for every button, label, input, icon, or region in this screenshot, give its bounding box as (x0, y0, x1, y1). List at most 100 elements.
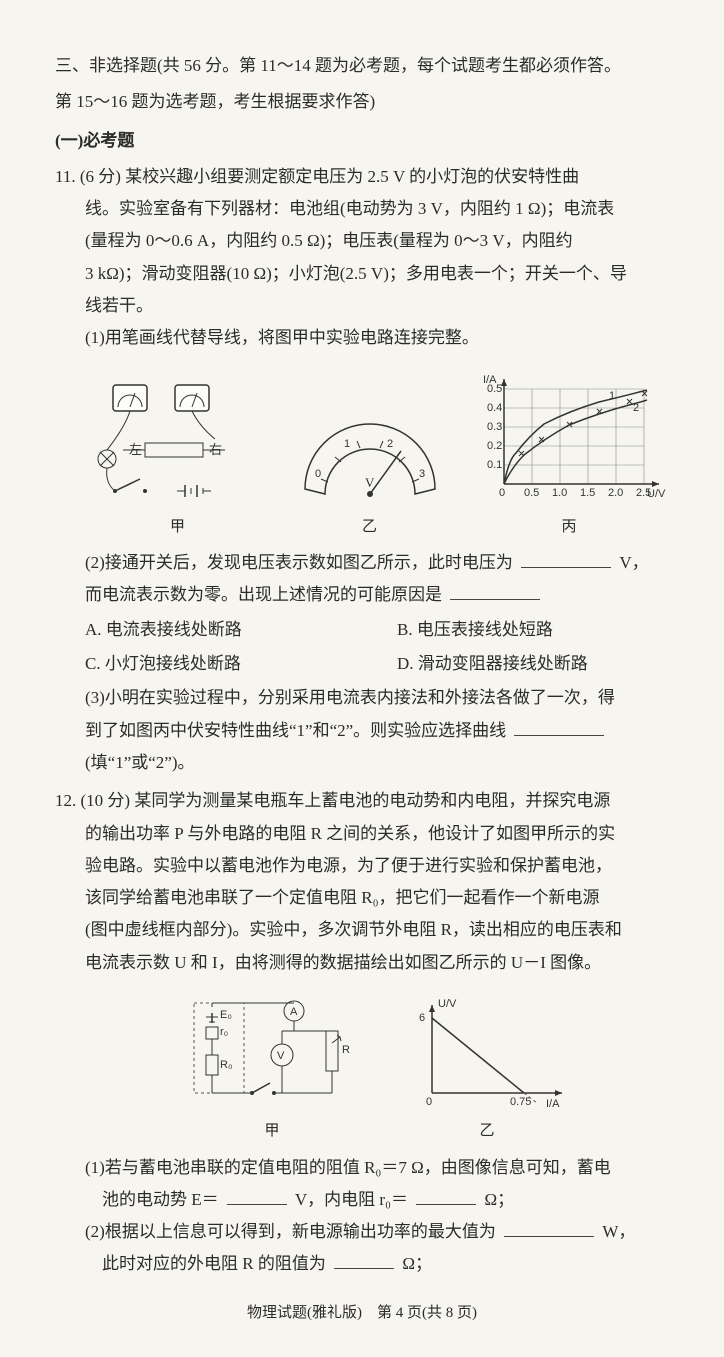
fig-label-yi: 乙 (362, 513, 377, 542)
q11-stem-5: 线若干。 (85, 290, 669, 322)
figure-11-bing: I/A U/V 0 0.5 1.0 1.5 2.0 2.5 0.1 0.2 0.… (469, 369, 669, 542)
svg-text:0.1: 0.1 (487, 459, 502, 471)
q12-p1-d: Ω； (484, 1190, 514, 1209)
q11-part3-line1: (3)小明在实验过程中，分别采用电流表内接法和外接法各做了一次，得 (85, 682, 669, 714)
q12-part1-line1: (1)若与蓄电池串联的定值电阻的阻值 R₀＝7 Ω，由图像信息可知，蓄电 (85, 1152, 669, 1184)
q11-part3-line2: 到了如图丙中伏安特性曲线“1”和“2”。则实验应选择曲线 (85, 715, 669, 747)
q11-part2: (2)接通开关后，发现电压表示数如图乙所示，此时电压为 V， (85, 547, 669, 579)
subsection-title: (一)必考题 (55, 125, 669, 157)
svg-text:0: 0 (315, 468, 321, 480)
svg-text:0.4: 0.4 (487, 402, 502, 414)
q11-stem-3: (量程为 0～0.6 A，内阻约 0.5 Ω)；电压表(量程为 0～3 V，内阻… (85, 225, 669, 257)
page-footer: 物理试题(雅礼版) 第 4 页(共 8 页) (55, 1299, 669, 1328)
figure-12-jia: E₀ r₀ R₀ A (182, 993, 362, 1146)
svg-text:2: 2 (387, 438, 393, 450)
iv-chart: I/A U/V 0 0.5 1.0 1.5 2.0 2.5 0.1 0.2 0.… (469, 369, 669, 509)
q12-part2-line2: 此时对应的外电阻 R 的阻值为 Ω； (85, 1248, 669, 1280)
fig-label-bing: 丙 (561, 513, 576, 542)
label-r0: r₀ (220, 1026, 228, 1038)
q11-options: A. 电流表接线处断路 B. 电压表接线处短路 C. 小灯泡接线处断路 D. 滑… (85, 614, 669, 681)
option-C[interactable]: C. 小灯泡接线处断路 (85, 648, 357, 680)
label-E0: E₀ (220, 1009, 232, 1021)
q12-part1-line2: 池的电动势 E＝ V，内电阻 r₀＝ Ω； (85, 1184, 669, 1216)
svg-text:0.5: 0.5 (487, 383, 502, 395)
svg-text:1: 1 (609, 390, 615, 402)
q12-p2-a: (2)根据以上信息可以得到，新电源输出功率的最大值为 (85, 1222, 496, 1241)
dial-unit: V (365, 475, 375, 490)
blank-E[interactable] (227, 1187, 287, 1205)
q11-figures-row: 左 右 (85, 369, 669, 542)
fig-label-jia: 甲 (170, 513, 185, 542)
q12-stem-6: 电流表示数 U 和 I，由将测得的数据描绘出如图乙所示的 U－I 图像。 (85, 947, 669, 979)
q11-part3-line3: (填“1”或“2”)。 (85, 747, 669, 779)
option-A[interactable]: A. 电流表接线处断路 (85, 614, 357, 646)
fig-label-12yi: 乙 (479, 1117, 494, 1146)
blank-voltage[interactable] (521, 550, 611, 568)
svg-text:1: 1 (344, 438, 350, 450)
q12-stem-1: 某同学为测量某电瓶车上蓄电池的电动势和内电阻，并探究电源 (134, 791, 610, 810)
ui-chart: U/V I/A 6 0 0.75 (402, 993, 572, 1113)
svg-text:0.75: 0.75 (510, 1096, 531, 1108)
section-title-line2: 第 15～16 题为选考题，考生根据要求作答) (55, 92, 375, 111)
xlabel-12: I/A (546, 1098, 560, 1110)
blank-R[interactable] (334, 1251, 394, 1269)
q12-p2-c: 此时对应的外电阻 R 的阻值为 (85, 1254, 326, 1273)
q11-stem-1: 某校兴趣小组要测定额定电压为 2.5 V 的小灯泡的伏安特性曲 (125, 167, 579, 186)
svg-text:6: 6 (419, 1012, 425, 1024)
q11-points: (6 分) (80, 167, 121, 186)
question-12: 12. (10 分) 某同学为测量某电瓶车上蓄电池的电动势和内电阻，并探究电源 … (55, 785, 669, 1280)
q11-p3-b: 到了如图丙中伏安特性曲线“1”和“2”。则实验应选择曲线 (85, 721, 506, 740)
q12-p1-b: 池的电动势 E＝ (85, 1190, 219, 1209)
q12-stem-5: (图中虚线框内部分)。实验中，多次调节外电阻 R，读出相应的电压表和 (85, 914, 669, 946)
svg-text:2: 2 (633, 402, 639, 414)
label-A: A (290, 1006, 298, 1018)
q12-number: 12. (55, 791, 76, 810)
q11-p2-c: 而电流表示数为零。出现上述情况的可能原因是 (85, 585, 442, 604)
svg-text:0.5: 0.5 (524, 487, 539, 499)
right-label: 右 (209, 442, 222, 457)
blank-curve-choice[interactable] (514, 718, 604, 736)
svg-text:0: 0 (426, 1096, 432, 1108)
q12-p2-d: Ω； (402, 1254, 432, 1273)
circuit-12-icon: E₀ r₀ R₀ A (182, 993, 362, 1113)
voltmeter-dial-icon: 0 1 2 3 V (285, 399, 455, 509)
blank-r0[interactable] (416, 1187, 476, 1205)
option-B[interactable]: B. 电压表接线处短路 (397, 614, 669, 646)
q12-part2-line1: (2)根据以上信息可以得到，新电源输出功率的最大值为 W， (85, 1216, 669, 1248)
q11-part1: (1)用笔画线代替导线，将图甲中实验电路连接完整。 (85, 322, 669, 354)
svg-text:3: 3 (419, 468, 425, 480)
q12-p2-b: W， (602, 1222, 635, 1241)
label-V: V (277, 1050, 285, 1062)
left-label: 左 (129, 442, 142, 457)
q12-p1-c: V，内电阻 r₀＝ (295, 1190, 408, 1209)
ylabel-12: U/V (438, 998, 457, 1010)
option-D[interactable]: D. 滑动变阻器接线处断路 (397, 648, 669, 680)
section-header-1: 三、非选择题(共 56 分。第 11～14 题为必考题，每个试题考生都必须作答。 (55, 50, 669, 82)
svg-text:0.3: 0.3 (487, 421, 502, 433)
svg-text:0: 0 (499, 487, 505, 499)
q12-stem-3: 验电路。实验中以蓄电池作为电源，为了便于进行实验和保护蓄电池， (85, 850, 669, 882)
q11-stem-2: 线。实验室备有下列器材：电池组(电动势为 3 V，内阻约 1 Ω)；电流表 (85, 193, 669, 225)
svg-text:1.5: 1.5 (580, 487, 595, 499)
svg-text:2.5: 2.5 (636, 487, 651, 499)
label-R0: R₀ (220, 1059, 233, 1071)
q12-stem-4: 该同学给蓄电池串联了一个定值电阻 R₀，把它们一起看作一个新电源 (85, 882, 669, 914)
q11-p2-a: (2)接通开关后，发现电压表示数如图乙所示，此时电压为 (85, 553, 513, 572)
question-11: 11. (6 分) 某校兴趣小组要测定额定电压为 2.5 V 的小灯泡的伏安特性… (55, 161, 669, 779)
svg-text:1.0: 1.0 (552, 487, 567, 499)
section-title-line1: 三、非选择题(共 56 分。第 11～14 题为必考题，每个试题考生都必须作答。 (55, 56, 621, 75)
section-header-2: 第 15～16 题为选考题，考生根据要求作答) (55, 86, 669, 118)
circuit-diagram-icon: 左 右 (85, 379, 270, 509)
blank-reason[interactable] (450, 582, 540, 600)
q11-p2-b: V， (619, 553, 648, 572)
q12-figures-row: E₀ r₀ R₀ A (85, 993, 669, 1146)
q12-points: (10 分) (81, 791, 131, 810)
blank-Pmax[interactable] (504, 1219, 594, 1237)
svg-text:0.2: 0.2 (487, 440, 502, 452)
svg-text:2.0: 2.0 (608, 487, 623, 499)
q11-stem-4: 3 kΩ)；滑动变阻器(10 Ω)；小灯泡(2.5 V)；多用电表一个；开关一个… (85, 258, 669, 290)
figure-11-jia: 左 右 (85, 379, 270, 542)
q12-stem-2: 的输出功率 P 与外电路的电阻 R 之间的关系，他设计了如图甲所示的实 (85, 818, 669, 850)
page-root: 三、非选择题(共 56 分。第 11～14 题为必考题，每个试题考生都必须作答。… (55, 50, 669, 1327)
label-R: R (342, 1044, 350, 1056)
